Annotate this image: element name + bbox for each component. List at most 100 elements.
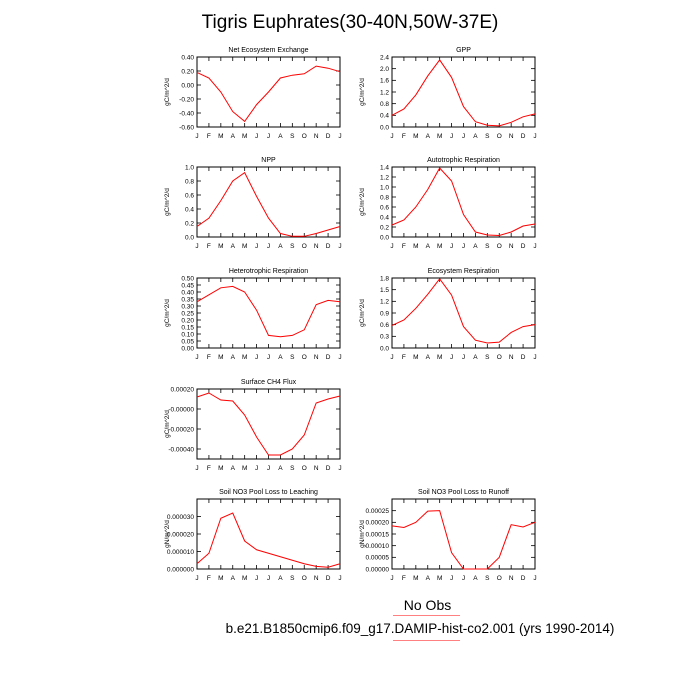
panel-npp-ytick-label: 0.6 xyxy=(185,192,194,199)
panel-net-ecosystem-exchange-series-line xyxy=(196,65,341,123)
panel-heterotrophic-respiration-series-line xyxy=(196,285,341,338)
panel-npp-ytick-label: 0.8 xyxy=(185,178,194,185)
panel-gpp-xtick-label: J xyxy=(462,133,465,140)
panel-surface-ch4-flux-xtick-label: M xyxy=(242,465,247,472)
panel-gpp-xtick-label: F xyxy=(402,133,406,140)
panel-soil-no3-pool-loss-to-runoff-ytick-label: 0.00015 xyxy=(366,531,390,538)
panel-gpp-xtick-label: S xyxy=(485,133,490,140)
panel-gpp-ylabel: gC/m^2/d xyxy=(359,78,366,106)
panel-autotrophic-respiration-ytick-label: 0.0 xyxy=(380,234,389,241)
panel-net-ecosystem-exchange-ytick-label: -0.60 xyxy=(179,124,194,131)
panel-net-ecosystem-exchange-xtick-label: N xyxy=(314,133,319,140)
panel-soil-no3-pool-loss-to-leaching-ylabel: gN/m^2/d xyxy=(164,520,171,548)
panel-gpp-title: GPP xyxy=(456,47,471,54)
panel-soil-no3-pool-loss-to-leaching-ytick-label: 0.000010 xyxy=(167,549,194,556)
panel-autotrophic-respiration-ytick-label: 1.2 xyxy=(380,174,389,181)
panel-net-ecosystem-exchange-xtick-label: A xyxy=(278,133,283,140)
panel-npp-xtick-label: J xyxy=(267,243,270,250)
panel-ecosystem-respiration-xtick-label: M xyxy=(437,354,442,361)
panel-surface-ch4-flux-xtick-label: A xyxy=(278,465,283,472)
panel-surface-ch4-flux-ytick-label: -0.00000 xyxy=(168,406,194,413)
panel-gpp-xtick-label: J xyxy=(450,133,453,140)
panel-autotrophic-respiration-xtick-label: N xyxy=(509,243,514,250)
panel-net-ecosystem-exchange-ytick-label: 0.20 xyxy=(181,68,194,75)
panel-heterotrophic-respiration-xtick-label: A xyxy=(278,354,283,361)
panel-npp-xtick-label: D xyxy=(326,243,331,250)
legend-underline-bottom xyxy=(393,640,460,641)
panel-soil-no3-pool-loss-to-runoff-xtick-label: J xyxy=(390,575,393,582)
panel-heterotrophic-respiration-ytick-label: 0.25 xyxy=(181,310,194,317)
panel-gpp-xtick-label: A xyxy=(426,133,431,140)
panel-ecosystem-respiration-xtick-label: O xyxy=(497,354,502,361)
panel-soil-no3-pool-loss-to-leaching: Soil NO3 Pool Loss to Leaching 0.000000 0.… xyxy=(164,489,342,582)
panel-ecosystem-respiration-ylabel: gC/m^2/d xyxy=(359,299,366,327)
panel-autotrophic-respiration-xtick-label: A xyxy=(473,243,478,250)
panel-surface-ch4-flux-xtick-label: O xyxy=(302,465,307,472)
panel-surface-ch4-flux-xtick-label: N xyxy=(314,465,319,472)
panel-net-ecosystem-exchange-xtick-label: D xyxy=(326,133,331,140)
panel-ecosystem-respiration-xtick-label: A xyxy=(426,354,431,361)
panel-soil-no3-pool-loss-to-runoff-xtick-label: J xyxy=(533,575,536,582)
panel-gpp-ytick-label: 0.0 xyxy=(380,124,389,131)
panel-gpp-ytick-label: 1.2 xyxy=(380,89,389,96)
panel-heterotrophic-respiration-xtick-label: S xyxy=(290,354,295,361)
panel-heterotrophic-respiration-title: Heterotrophic Respiration xyxy=(229,268,308,275)
panel-gpp-series-line xyxy=(391,59,536,127)
panel-soil-no3-pool-loss-to-runoff-ylabel: gN/m^2/d xyxy=(359,520,366,548)
panel-autotrophic-respiration-xtick-label: J xyxy=(462,243,465,250)
panel-soil-no3-pool-loss-to-leaching-xtick-label: D xyxy=(326,575,331,582)
panel-autotrophic-respiration-xtick-label: A xyxy=(426,243,431,250)
panel-surface-ch4-flux-ytick-label: 0.00020 xyxy=(171,386,195,393)
panel-surface-ch4-flux-xtick-label: J xyxy=(267,465,270,472)
panel-npp-ytick-label: 0.0 xyxy=(185,234,194,241)
panel-autotrophic-respiration-xtick-label: O xyxy=(497,243,502,250)
panel-autotrophic-respiration-ytick-label: 1.0 xyxy=(380,184,389,191)
panel-ecosystem-respiration-ytick-label: 1.8 xyxy=(380,275,389,282)
panel-surface-ch4-flux-xtick-label: S xyxy=(290,465,295,472)
panel-soil-no3-pool-loss-to-runoff-title: Soil NO3 Pool Loss to Runoff xyxy=(418,489,509,496)
panel-ecosystem-respiration-ytick-label: 0.6 xyxy=(380,322,389,329)
panel-npp-xtick-label: J xyxy=(255,243,258,250)
panel-surface-ch4-flux-ytick-label: -0.00020 xyxy=(168,426,194,433)
panel-soil-no3-pool-loss-to-leaching-xtick-label: M xyxy=(218,575,223,582)
panel-ecosystem-respiration-xtick-label: S xyxy=(485,354,490,361)
panel-soil-no3-pool-loss-to-runoff: Soil NO3 Pool Loss to Runoff 0.00000 0.000… xyxy=(359,489,537,582)
panel-soil-no3-pool-loss-to-runoff-series-line xyxy=(391,510,536,570)
panel-ecosystem-respiration-xtick-label: A xyxy=(473,354,478,361)
panel-soil-no3-pool-loss-to-leaching-xtick-label: A xyxy=(231,575,236,582)
panel-npp-ytick-label: 0.4 xyxy=(185,206,194,213)
panel-surface-ch4-flux-xtick-label: J xyxy=(338,465,341,472)
panel-net-ecosystem-exchange-title: Net Ecosystem Exchange xyxy=(228,47,308,54)
panel-soil-no3-pool-loss-to-runoff-frame xyxy=(391,498,536,570)
panel-autotrophic-respiration-xtick-label: J xyxy=(390,243,393,250)
panel-ecosystem-respiration-ytick-label: 1.5 xyxy=(380,287,389,294)
panel-gpp-xtick-label: J xyxy=(390,133,393,140)
panel-soil-no3-pool-loss-to-leaching-xtick-label: J xyxy=(338,575,341,582)
panel-net-ecosystem-exchange-xtick-label: O xyxy=(302,133,307,140)
panel-heterotrophic-respiration-ytick-label: 0.45 xyxy=(181,282,194,289)
panel-soil-no3-pool-loss-to-runoff-ytick-label: 0.00010 xyxy=(366,543,390,550)
panel-soil-no3-pool-loss-to-leaching-xtick-label: A xyxy=(278,575,283,582)
panel-autotrophic-respiration-xtick-label: M xyxy=(413,243,418,250)
panel-net-ecosystem-exchange-xtick-label: J xyxy=(195,133,198,140)
panel-net-ecosystem-exchange-ylabel: gC/m^2/d xyxy=(164,78,171,106)
panel-gpp-frame xyxy=(391,56,536,128)
panel-npp-ylabel: gC/m^2/d xyxy=(164,188,171,216)
panel-npp-xtick-label: J xyxy=(338,243,341,250)
panel-gpp-ytick-label: 2.4 xyxy=(380,54,389,61)
panel-gpp-xtick-label: N xyxy=(509,133,514,140)
panel-net-ecosystem-exchange-xtick-label: F xyxy=(207,133,211,140)
panel-heterotrophic-respiration-xtick-label: O xyxy=(302,354,307,361)
panel-npp-series-line xyxy=(196,171,341,237)
panel-heterotrophic-respiration-xtick-label: F xyxy=(207,354,211,361)
panel-npp-xtick-label: O xyxy=(302,243,307,250)
panel-soil-no3-pool-loss-to-runoff-xtick-label: A xyxy=(473,575,478,582)
panel-ecosystem-respiration-xtick-label: N xyxy=(509,354,514,361)
panel-autotrophic-respiration-xtick-label: M xyxy=(437,243,442,250)
panel-soil-no3-pool-loss-to-leaching-series-line xyxy=(196,512,341,568)
panel-surface-ch4-flux-xtick-label: A xyxy=(231,465,236,472)
panel-soil-no3-pool-loss-to-runoff-ytick-label: 0.00000 xyxy=(366,566,390,573)
legend-underline-top xyxy=(393,615,460,616)
panel-soil-no3-pool-loss-to-runoff-xtick-label: M xyxy=(437,575,442,582)
panel-soil-no3-pool-loss-to-runoff-xtick-label: S xyxy=(485,575,490,582)
